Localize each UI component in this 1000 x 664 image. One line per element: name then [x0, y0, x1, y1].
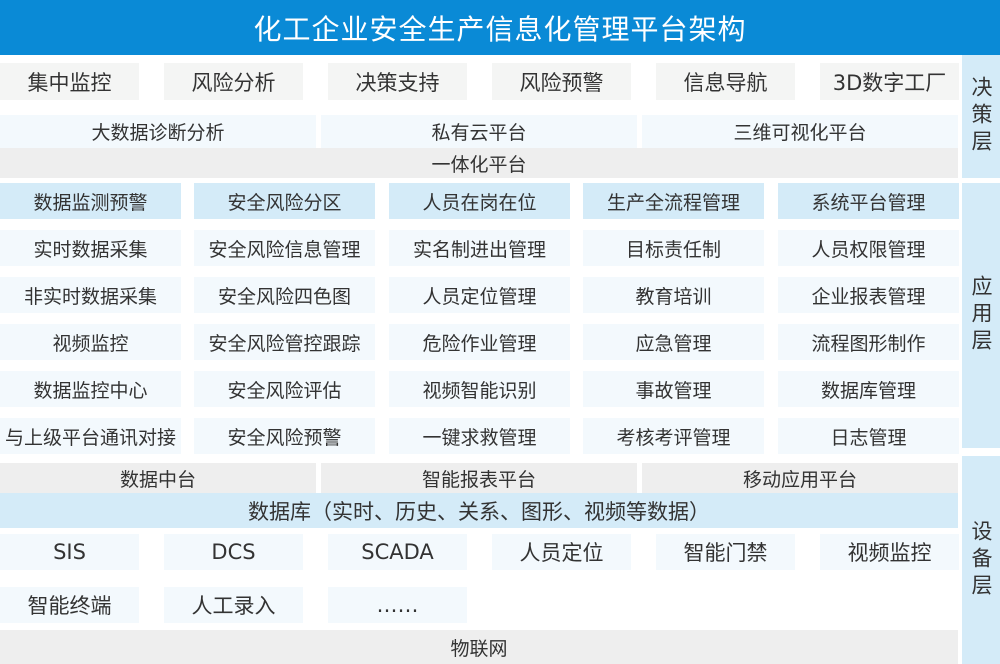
application-item: 与上级平台通讯对接 [0, 418, 181, 454]
page-title: 化工企业安全生产信息化管理平台架构 [0, 0, 1000, 55]
application-item: 安全风险四色图 [194, 277, 375, 313]
application-item: 实名制进出管理 [389, 230, 570, 266]
device-item: …… [328, 587, 467, 623]
application-header: 人员在岗在位 [389, 183, 570, 219]
application-item: 数据监控中心 [0, 371, 181, 407]
application-item: 安全风险管控跟踪 [194, 324, 375, 360]
application-item: 视频监控 [0, 324, 181, 360]
application-item: 非实时数据采集 [0, 277, 181, 313]
iot-bar: 物联网 [0, 630, 958, 664]
device-platform: 智能报表平台 [321, 463, 637, 493]
application-item: 日志管理 [778, 418, 959, 454]
application-header: 安全风险分区 [194, 183, 375, 219]
decision-platform: 私有云平台 [321, 115, 637, 148]
application-item: 实时数据采集 [0, 230, 181, 266]
decision-item: 信息导航 [656, 63, 795, 100]
device-item: DCS [164, 534, 303, 570]
decision-platform: 大数据诊断分析 [0, 115, 316, 148]
application-item: 人员定位管理 [389, 277, 570, 313]
device-item: SCADA [328, 534, 467, 570]
layer-label-decision: 决策层 [962, 55, 1000, 178]
application-item: 安全风险信息管理 [194, 230, 375, 266]
decision-item: 决策支持 [328, 63, 467, 100]
decision-item: 集中监控 [0, 63, 139, 100]
application-item: 人员权限管理 [778, 230, 959, 266]
device-item: 视频监控 [820, 534, 959, 570]
application-item: 安全风险评估 [194, 371, 375, 407]
device-item: 人工录入 [164, 587, 303, 623]
application-item: 视频智能识别 [389, 371, 570, 407]
device-item: 智能门禁 [656, 534, 795, 570]
decision-platform: 三维可视化平台 [642, 115, 958, 148]
device-item: SIS [0, 534, 139, 570]
application-header: 生产全流程管理 [583, 183, 764, 219]
application-item: 安全风险预警 [194, 418, 375, 454]
application-item: 教育培训 [583, 277, 764, 313]
device-platform: 移动应用平台 [642, 463, 958, 493]
database-bar: 数据库（实时、历史、关系、图形、视频等数据） [0, 493, 958, 528]
integrated-platform: 一体化平台 [0, 148, 958, 178]
device-platform: 数据中台 [0, 463, 316, 493]
application-item: 事故管理 [583, 371, 764, 407]
device-item: 智能终端 [0, 587, 139, 623]
application-header: 系统平台管理 [778, 183, 959, 219]
layer-label-application: 应用层 [962, 183, 1000, 448]
application-item: 数据库管理 [778, 371, 959, 407]
application-item: 目标责任制 [583, 230, 764, 266]
decision-item: 风险分析 [164, 63, 303, 100]
application-item: 应急管理 [583, 324, 764, 360]
device-item: 人员定位 [492, 534, 631, 570]
application-header: 数据监测预警 [0, 183, 181, 219]
decision-item: 3D数字工厂 [820, 63, 959, 100]
layer-label-device: 设备层 [962, 456, 1000, 664]
application-item: 流程图形制作 [778, 324, 959, 360]
application-item: 考核考评管理 [583, 418, 764, 454]
decision-item: 风险预警 [492, 63, 631, 100]
application-item: 危险作业管理 [389, 324, 570, 360]
application-item: 企业报表管理 [778, 277, 959, 313]
application-item: 一键求救管理 [389, 418, 570, 454]
